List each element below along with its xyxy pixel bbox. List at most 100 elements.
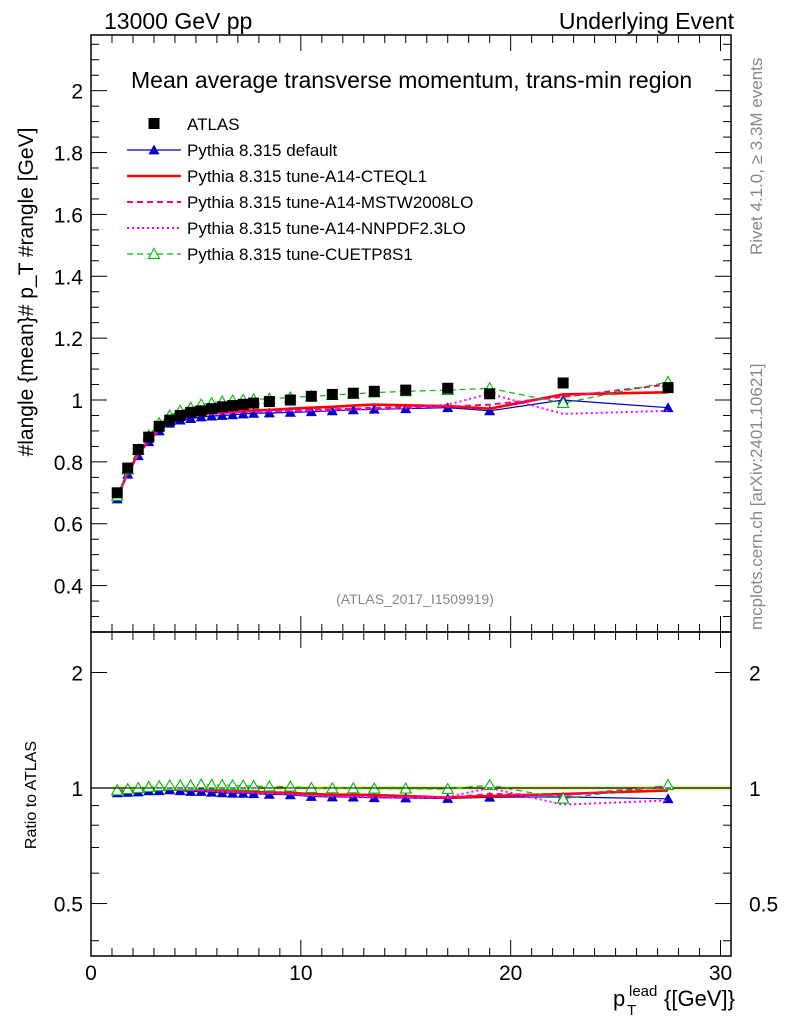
ratio-y-tick-label-right: 2 — [749, 662, 761, 685]
header-left: 13000 GeV pp — [104, 8, 252, 34]
legend-marker-cuetp8s1 — [147, 247, 161, 259]
ratio-y-tick-labels: 0.5 0.5 1 1 2 2 — [54, 662, 778, 916]
ratio-series-group — [110, 777, 675, 806]
point-default — [185, 413, 197, 423]
point-cuetp8s1 — [131, 781, 145, 793]
point-cuetp8s1 — [163, 778, 177, 791]
point-atlas — [368, 385, 380, 397]
point-default — [368, 403, 380, 414]
main-axis-ticks — [90, 35, 731, 633]
point-atlas — [237, 398, 249, 410]
point-cuetp8s1 — [205, 778, 219, 790]
svg-text:{[GeV]}: {[GeV]} — [664, 986, 735, 1011]
point-atlas — [305, 390, 317, 402]
x-tick-label: 0 — [85, 962, 97, 985]
legend-entry-cteql1: Pythia 8.315 tune-A14-CTEQL1 — [127, 167, 427, 186]
point-cuetp8s1 — [661, 778, 675, 791]
point-atlas — [263, 396, 275, 408]
point-cuetp8s1 — [121, 782, 135, 795]
point-cuetp8s1 — [483, 778, 497, 791]
point-default — [227, 409, 239, 420]
point-atlas — [174, 409, 186, 421]
point-atlas — [153, 420, 165, 432]
point-cuetp8s1 — [304, 781, 318, 793]
point-atlas — [248, 397, 260, 409]
main-panel: 0.4 0.6 0.8 1 1.2 1.4 1.6 1.8 2 Mean average tra… — [15, 34, 732, 633]
legend-label-cuetp8s1: Pythia 8.315 tune-CUETP8S1 — [187, 245, 413, 264]
y-tick-label: 2 — [71, 81, 83, 104]
ratio-panel-frame — [90, 631, 732, 957]
point-atlas — [326, 388, 338, 400]
legend-label-default: Pythia 8.315 default — [187, 141, 338, 160]
point-default — [216, 409, 228, 420]
ratio-y-axis-label: Ratio to ATLAS — [23, 741, 40, 849]
y-tick-label: 0.4 — [54, 576, 84, 599]
point-atlas — [143, 431, 155, 443]
point-cuetp8s1 — [173, 778, 187, 791]
x-axis-label: p T lead {[GeV]} — [613, 983, 735, 1019]
y-tick-label: 1.8 — [54, 143, 83, 166]
point-atlas — [442, 382, 454, 394]
point-atlas — [227, 400, 239, 412]
point-default — [263, 407, 275, 418]
ratio-y-tick-label: 0.5 — [54, 894, 83, 917]
main-series-group — [110, 375, 675, 504]
ratio-panel: 0.5 0.5 1 1 2 2 Ratio to ATLAS — [23, 631, 778, 957]
legend-entry-cuetp8s1: Pythia 8.315 tune-CUETP8S1 — [127, 245, 413, 264]
svg-text:T: T — [627, 1002, 636, 1019]
point-atlas — [400, 384, 412, 396]
legend-entry-default: Pythia 8.315 default — [127, 141, 338, 160]
x-tick-labels: 0 10 20 30 — [85, 962, 732, 985]
plot-title: Mean average transverse momentum, trans-… — [131, 67, 692, 93]
point-default — [347, 404, 359, 415]
ratio-y-tick-label-right: 0.5 — [749, 894, 778, 917]
point-cuetp8s1 — [142, 780, 156, 793]
point-atlas — [132, 443, 144, 455]
point-cuetp8s1 — [215, 778, 229, 791]
x-tick-label: 30 — [709, 962, 732, 985]
y-tick-label: 0.6 — [54, 514, 83, 537]
ratio-y-tick-label-right: 1 — [749, 778, 761, 801]
legend-marker-default — [148, 144, 160, 155]
point-default — [248, 407, 260, 418]
point-atlas — [195, 405, 207, 417]
point-atlas — [484, 388, 496, 400]
point-cuetp8s1 — [194, 777, 208, 790]
legend-entry-nnpdf: Pythia 8.315 tune-A14-NNPDF2.3LO — [127, 219, 466, 238]
ratio-y-tick-label: 1 — [71, 778, 83, 801]
rivet-version-label: Rivet 4.1.0, ≥ 3.3M events — [747, 58, 766, 255]
legend: ATLAS Pythia 8.315 default Pythia 8.315 tu… — [127, 115, 473, 264]
point-default — [237, 408, 249, 419]
point-cuetp8s1 — [556, 791, 570, 804]
x-tick-label: 10 — [289, 962, 312, 985]
point-default — [484, 405, 496, 416]
ratio-y-tick-label: 2 — [71, 662, 83, 685]
point-default — [662, 402, 674, 413]
legend-entry-mstw: Pythia 8.315 tune-A14-MSTW2008LO — [127, 193, 473, 212]
mcplots-label: mcplots.cern.ch [arXiv:2401.10621] — [747, 364, 766, 630]
point-atlas — [164, 414, 176, 426]
legend-marker-atlas — [148, 118, 160, 129]
point-default — [368, 792, 380, 803]
x-tick-label: 20 — [499, 962, 522, 985]
point-default — [195, 411, 207, 422]
point-atlas — [185, 406, 197, 418]
point-default — [326, 405, 338, 416]
point-cuetp8s1 — [283, 780, 297, 792]
y-tick-label: 0.8 — [54, 452, 83, 475]
point-atlas — [216, 401, 228, 413]
ratio-axis-ticks — [90, 632, 731, 956]
point-atlas — [662, 382, 674, 394]
point-atlas — [284, 394, 296, 406]
svg-text:p: p — [613, 986, 625, 1011]
point-cuetp8s1 — [556, 396, 570, 409]
main-y-axis-label: #langle {mean}# p_T #rangle [GeV] — [15, 128, 38, 457]
point-cuetp8s1 — [110, 783, 124, 796]
series-line-cuetp8s1 — [116, 381, 669, 497]
y-tick-label: 1.2 — [54, 328, 83, 351]
point-atlas — [111, 487, 123, 499]
point-atlas — [557, 377, 569, 389]
header-right: Underlying Event — [559, 8, 735, 34]
point-cuetp8s1 — [184, 778, 198, 791]
